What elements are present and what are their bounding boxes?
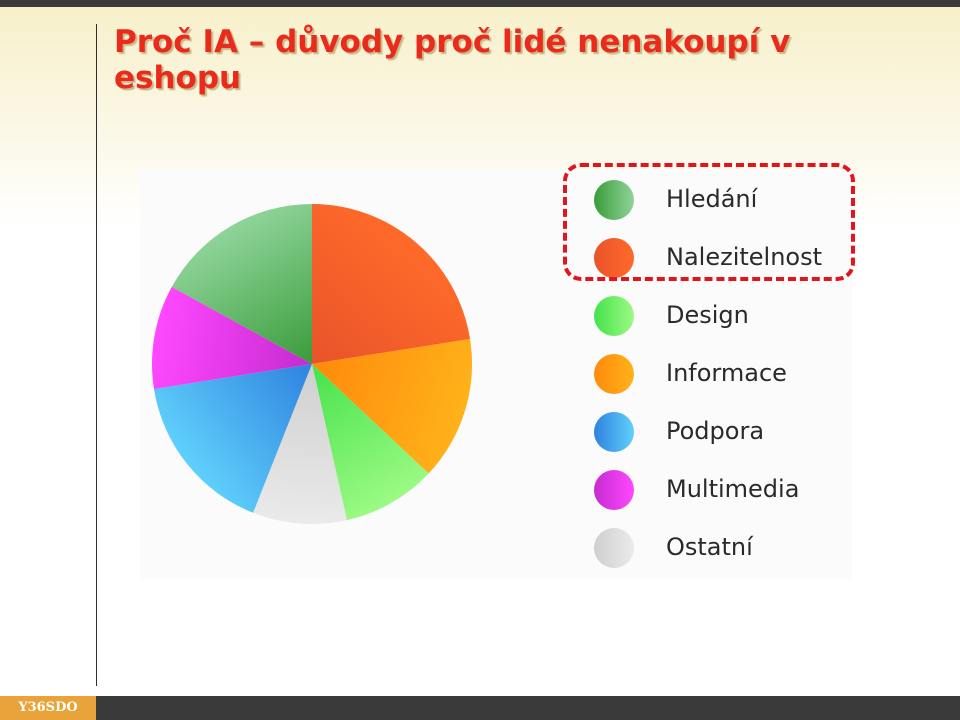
legend-label: Podpora — [666, 417, 765, 445]
legend-swatch — [594, 528, 634, 568]
top-bar — [0, 0, 960, 7]
legend-swatch — [594, 412, 634, 452]
pie-slice-ostatní — [253, 364, 347, 525]
legend-label: Design — [666, 301, 749, 329]
legend-label: Nalezitelnost — [666, 243, 823, 271]
legend-item: Multimedia — [592, 466, 852, 524]
pie-slice-design — [312, 364, 429, 521]
legend-label: Ostatní — [666, 533, 753, 561]
legend-swatch — [594, 354, 634, 394]
footer-course-label: Y36SDO — [0, 696, 96, 720]
legend-label: Multimedia — [666, 475, 800, 503]
pie-slice-multimedia — [151, 286, 312, 390]
legend-label: Hledání — [666, 185, 758, 213]
chart-panel: Hledání Nalezitelnost Design Informace Podpo… — [140, 170, 852, 578]
pie-chart — [151, 204, 472, 525]
legend-item: Hledání — [592, 176, 852, 234]
vertical-divider — [96, 24, 97, 686]
legend-item: Ostatní — [592, 524, 852, 582]
pie-slice-podpora — [153, 364, 312, 513]
legend-item: Podpora — [592, 408, 852, 466]
legend-label: Informace — [666, 359, 787, 387]
pie-slice-informace — [312, 338, 472, 474]
legend-swatch — [594, 470, 634, 510]
legend-highlight-box — [563, 163, 855, 281]
legend-swatch — [594, 180, 634, 220]
pie-slice-nalezitelnost — [312, 204, 471, 364]
chart-legend: Hledání Nalezitelnost Design Informace Podpo… — [592, 176, 852, 582]
legend-swatch — [594, 296, 634, 336]
slide-title: Proč IA – důvody proč lidé nenakoupí v e… — [114, 24, 791, 96]
bottom-bar — [0, 696, 960, 720]
legend-swatch — [594, 238, 634, 278]
pie-slice-hledání — [171, 204, 312, 364]
legend-item: Design — [592, 292, 852, 350]
legend-item: Informace — [592, 350, 852, 408]
legend-item: Nalezitelnost — [592, 234, 852, 292]
